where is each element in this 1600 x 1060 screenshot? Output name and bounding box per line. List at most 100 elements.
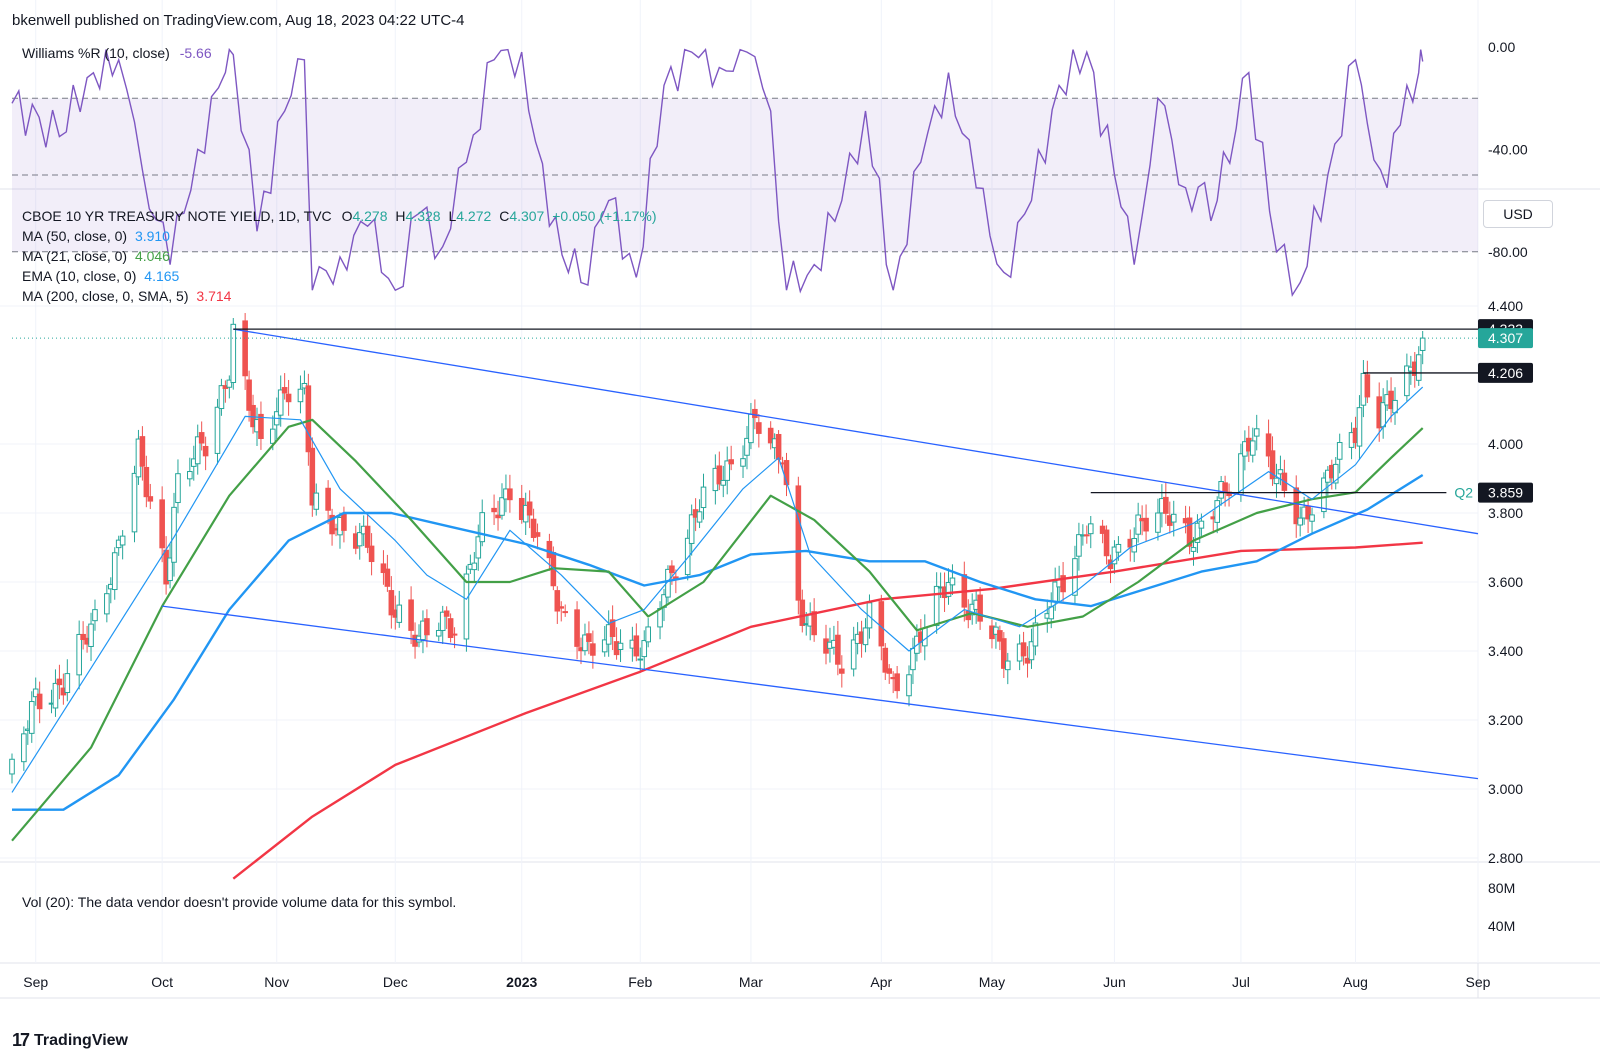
y-tick-label: 3.000 (1488, 781, 1523, 797)
candle-body-up (1253, 428, 1260, 437)
candle-body-down (507, 488, 513, 501)
candle-body-up (1155, 512, 1161, 533)
candle-body-down (159, 499, 165, 549)
candle (1155, 498, 1161, 541)
candle (1419, 331, 1426, 365)
candle (226, 375, 233, 399)
candle (187, 457, 193, 487)
candle (882, 643, 889, 680)
candle-body-up (1415, 354, 1422, 381)
candle-body-down (894, 673, 900, 692)
candle-body-down (1163, 496, 1169, 514)
candle (329, 508, 335, 546)
y-tick-label: 3.400 (1488, 643, 1523, 659)
candle-body-down (977, 594, 983, 622)
candle (775, 430, 782, 474)
candle-body-down (242, 320, 248, 377)
candle (1001, 632, 1007, 679)
candle (131, 465, 138, 543)
candle-body-up (744, 437, 750, 456)
candle-body-up (1111, 546, 1118, 565)
currency-button[interactable]: USD (1483, 200, 1553, 228)
y-tick-label: 3.200 (1488, 712, 1523, 728)
candle-body-down (609, 619, 616, 638)
indicator-value: 4.165 (144, 268, 180, 284)
candle (688, 504, 695, 556)
x-tick-label: Jun (1103, 974, 1126, 990)
williams-r-tick-label: 0.00 (1488, 39, 1515, 55)
price-label: 4.307 (1478, 328, 1533, 349)
volume-tick-label: 80M (1488, 880, 1515, 896)
candle (250, 394, 256, 434)
candle-body-down (309, 447, 316, 506)
candle-body-down (526, 501, 533, 516)
candle-body-down (451, 633, 458, 636)
candle (495, 500, 501, 531)
candle-body-down (728, 459, 734, 465)
candle (435, 622, 442, 642)
candle-body-down (139, 436, 146, 467)
candle-body-down (878, 601, 885, 647)
candle (139, 426, 146, 481)
candle (1024, 646, 1031, 678)
candle-body-down (143, 466, 150, 498)
x-tick-label: May (979, 974, 1005, 990)
candle-body-down (408, 599, 414, 631)
candle-body-down (756, 422, 762, 434)
candle-body-up (499, 497, 505, 516)
candle (1004, 652, 1011, 685)
candle (1111, 540, 1118, 574)
candle (886, 664, 893, 684)
candle-body-down (495, 514, 501, 519)
candle (364, 514, 371, 554)
williams-r-pane (11, 47, 1478, 298)
candle (447, 613, 454, 643)
candle (32, 677, 39, 706)
candle-body-up (949, 577, 956, 586)
candle (949, 564, 956, 595)
candle (384, 554, 391, 592)
candle-body-down (443, 610, 450, 617)
candle-body-down (368, 545, 375, 563)
candle (1277, 455, 1284, 486)
x-tick-label: Mar (739, 974, 763, 990)
candle (526, 490, 533, 529)
candle-body-up (76, 633, 82, 676)
change-value: +0.050 (+1.17%) (552, 208, 657, 224)
candle-body-down (258, 413, 264, 440)
candle-body-up (1170, 513, 1177, 523)
candle (214, 398, 221, 465)
candle (356, 522, 363, 560)
candle-body-down (447, 618, 454, 639)
tradingview-brand[interactable]: 17 TradingView (12, 1030, 128, 1051)
price-label-bg (1478, 482, 1533, 503)
candle-body-down (534, 532, 541, 537)
candle (1143, 504, 1149, 542)
candle (380, 550, 387, 585)
volume-note: Vol (20): The data vendor doesn't provid… (22, 894, 457, 910)
candle (479, 499, 486, 547)
candle-body-down (1269, 450, 1276, 480)
candle-body-up (1004, 660, 1011, 671)
candle-body-up (1032, 622, 1039, 647)
candle (756, 414, 762, 448)
candle (684, 529, 691, 581)
candle-body-up (475, 536, 482, 559)
candle-body-down (1388, 390, 1394, 410)
candle-body-up (92, 609, 98, 622)
trendline-lower (162, 605, 1479, 780)
indicator-value: 4.046 (134, 248, 170, 264)
candle (744, 426, 750, 470)
low-label: L (448, 208, 457, 224)
candle-body-down (364, 525, 371, 548)
candle-body-up (313, 492, 320, 510)
candle-body-up (684, 537, 691, 576)
candle-body-down (80, 633, 86, 641)
candle (368, 533, 375, 576)
price-label-text: 4.307 (1488, 330, 1523, 346)
candle-body-down (811, 611, 817, 636)
candle-body-up (64, 673, 71, 694)
grid-layer (0, 0, 1600, 999)
candle (119, 530, 126, 560)
low-value: 4.272 (456, 208, 492, 224)
